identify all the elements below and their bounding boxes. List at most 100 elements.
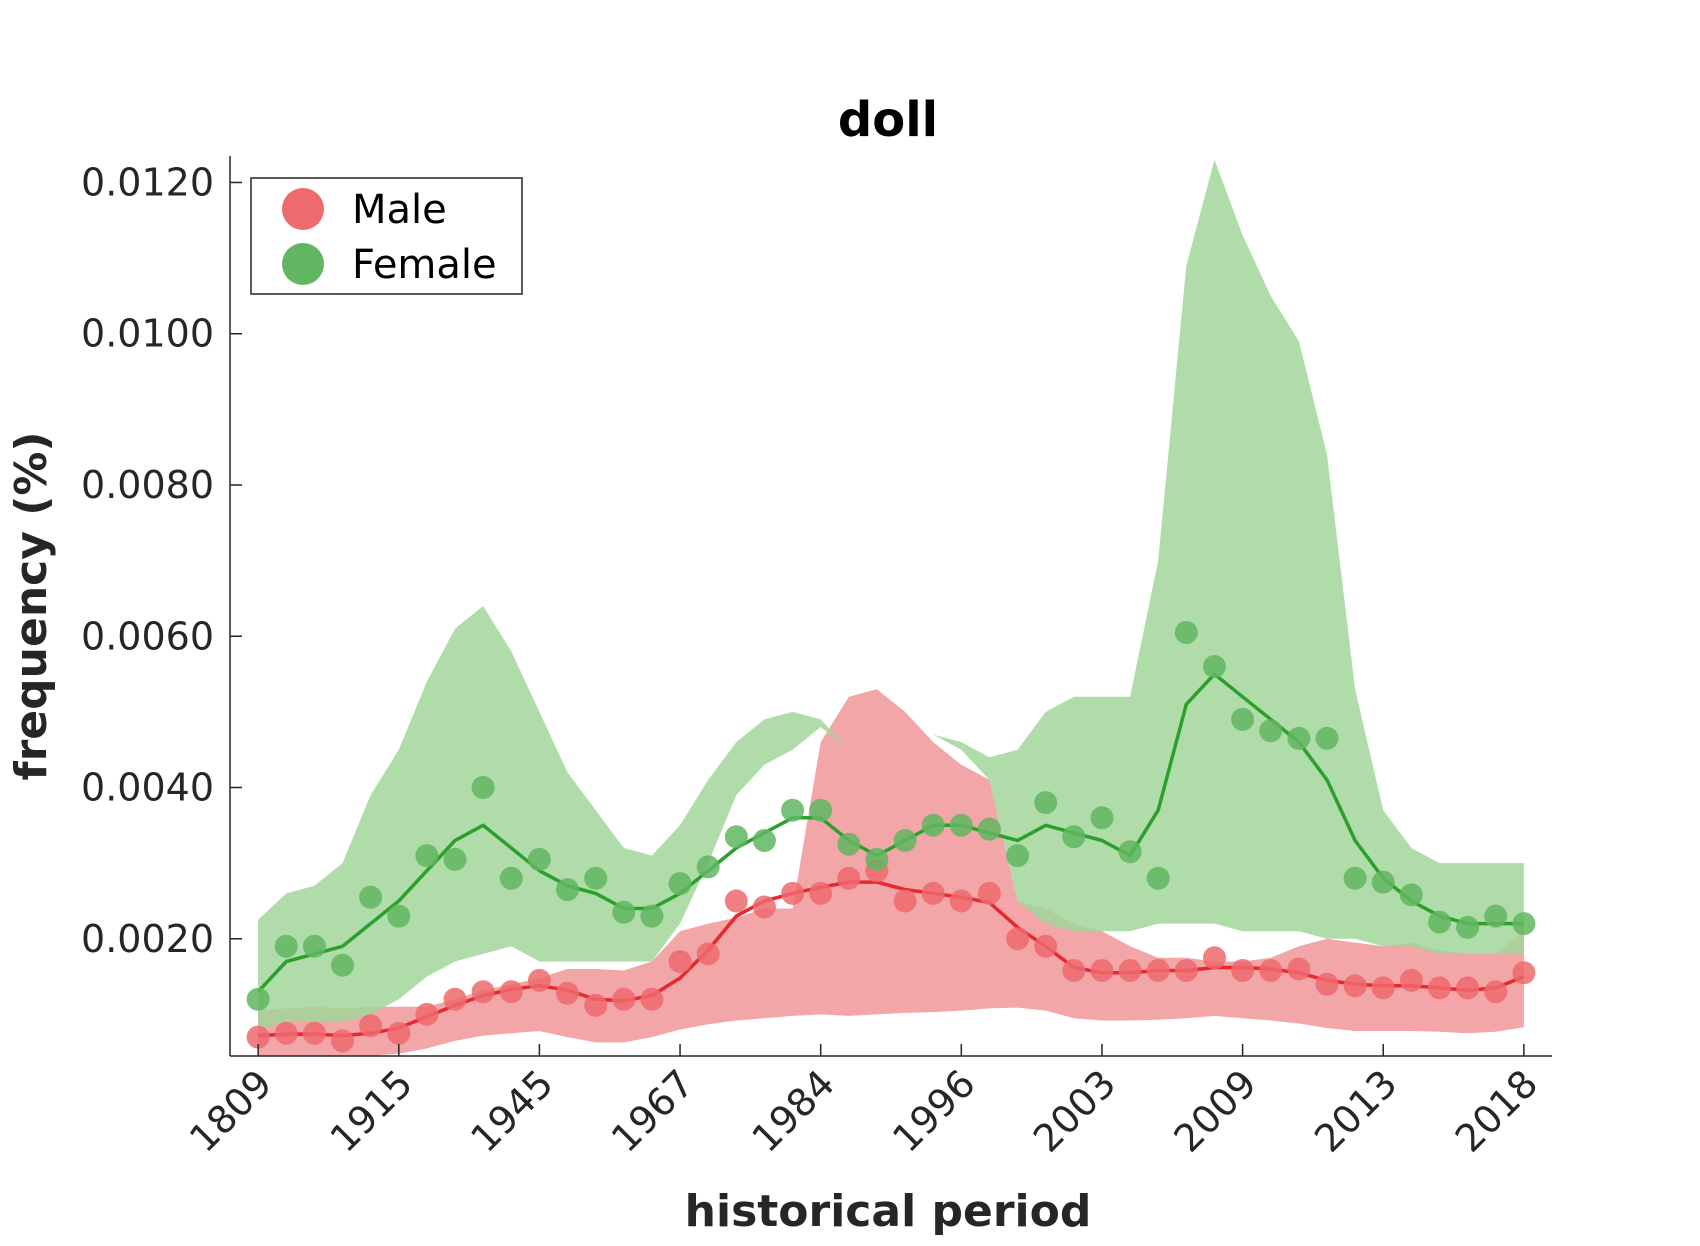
point-female-26 [977, 817, 1001, 841]
point-male-32 [1146, 959, 1170, 982]
point-male-3 [331, 1029, 354, 1053]
point-male-20 [809, 881, 833, 905]
legend-label-female: Female [352, 242, 497, 288]
point-male-1 [274, 1021, 298, 1045]
point-male-11 [556, 981, 579, 1005]
data-points [246, 621, 1536, 1053]
point-female-5 [387, 904, 411, 928]
point-female-1 [274, 934, 298, 958]
point-male-31 [1118, 959, 1142, 982]
point-male-28 [1034, 934, 1058, 958]
point-female-28 [1034, 791, 1058, 815]
point-female-45 [1512, 912, 1536, 936]
point-female-22 [865, 847, 889, 871]
point-female-43 [1456, 915, 1480, 939]
point-female-38 [1315, 726, 1339, 750]
x-axis-title: historical period [685, 1186, 1092, 1237]
point-female-20 [809, 798, 833, 822]
point-female-11 [556, 878, 579, 902]
point-male-26 [977, 881, 1001, 905]
point-female-15 [668, 872, 692, 896]
point-male-23 [893, 889, 917, 913]
point-female-34 [1203, 655, 1226, 678]
point-female-18 [752, 829, 776, 852]
point-female-42 [1428, 910, 1451, 934]
point-female-0 [246, 987, 270, 1011]
point-female-32 [1146, 866, 1170, 890]
point-male-37 [1287, 957, 1311, 981]
point-male-13 [612, 987, 636, 1011]
point-female-37 [1287, 726, 1311, 750]
chart-title: doll [838, 92, 938, 148]
point-male-19 [781, 881, 805, 905]
point-male-36 [1259, 959, 1283, 982]
point-female-33 [1174, 621, 1198, 644]
legend-label-male: Male [352, 187, 447, 233]
point-male-38 [1315, 972, 1339, 996]
point-male-5 [387, 1021, 411, 1045]
point-male-0 [246, 1025, 270, 1049]
point-male-16 [696, 942, 720, 966]
point-male-29 [1062, 959, 1086, 982]
legend: Male Female [250, 177, 523, 295]
point-male-35 [1231, 959, 1255, 982]
point-male-7 [443, 987, 467, 1011]
point-male-25 [949, 889, 973, 913]
point-female-8 [471, 776, 495, 799]
y-tick-label: 0.0060 [81, 614, 214, 658]
band-female [258, 159, 1524, 1030]
point-male-45 [1512, 961, 1536, 985]
point-female-12 [584, 866, 608, 890]
point-female-19 [781, 798, 805, 822]
y-tick-label: 0.0040 [81, 766, 214, 810]
point-female-4 [359, 885, 383, 909]
point-female-13 [612, 900, 636, 924]
point-female-16 [696, 855, 720, 879]
point-female-9 [499, 866, 523, 890]
point-male-21 [837, 866, 861, 890]
point-female-40 [1371, 870, 1395, 894]
point-female-7 [443, 847, 467, 871]
point-female-31 [1118, 840, 1142, 864]
point-male-12 [584, 993, 608, 1017]
trend-line-female [256, 672, 1524, 993]
point-female-36 [1259, 719, 1283, 743]
point-female-23 [893, 829, 917, 852]
point-male-34 [1203, 946, 1226, 970]
point-female-10 [527, 847, 551, 871]
point-female-17 [724, 825, 748, 849]
point-male-6 [415, 1002, 439, 1026]
point-male-30 [1090, 959, 1114, 982]
point-male-10 [527, 968, 551, 992]
point-male-42 [1428, 976, 1451, 1000]
legend-marker-male [282, 188, 324, 230]
y-tick-label: 0.0020 [81, 917, 214, 961]
y-axis-title: frequency (%) [6, 431, 57, 780]
trend-line-male [258, 880, 1525, 1038]
point-male-2 [302, 1021, 326, 1045]
y-tick-label: 0.0080 [81, 463, 214, 507]
point-male-15 [668, 950, 692, 973]
point-male-9 [499, 980, 523, 1004]
legend-marker-female [282, 243, 324, 285]
point-male-39 [1343, 974, 1367, 998]
point-female-3 [331, 953, 354, 977]
point-male-8 [471, 980, 495, 1004]
point-female-44 [1484, 904, 1508, 928]
point-female-14 [640, 904, 664, 928]
point-male-4 [359, 1014, 383, 1038]
point-male-43 [1456, 976, 1480, 1000]
point-female-39 [1343, 866, 1367, 890]
point-male-33 [1174, 959, 1198, 982]
point-male-18 [752, 895, 776, 919]
point-female-25 [949, 813, 973, 837]
point-female-24 [921, 813, 945, 837]
point-male-27 [1006, 927, 1030, 951]
point-male-40 [1371, 976, 1395, 1000]
point-female-2 [302, 934, 326, 958]
trend-lines [256, 672, 1525, 1038]
point-male-24 [921, 881, 945, 905]
point-male-44 [1484, 980, 1508, 1004]
y-tick-label: 0.0120 [81, 160, 214, 204]
